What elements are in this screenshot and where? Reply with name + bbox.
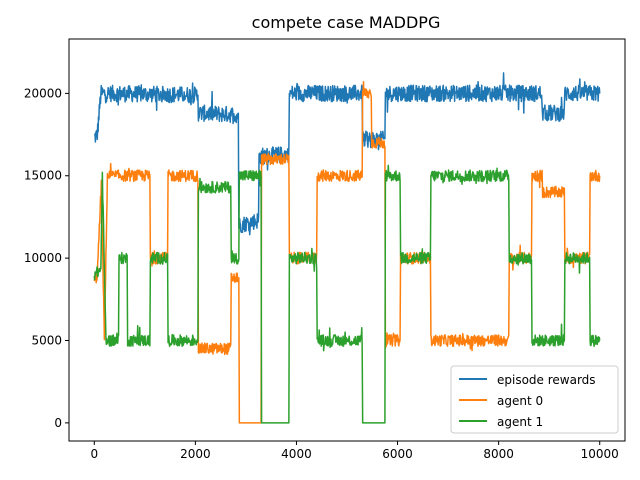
y-axis: 0 5000 10000 15000 20000 xyxy=(24,86,69,430)
plot-frame xyxy=(68,38,626,442)
series-line-agent-1 xyxy=(93,164,601,424)
x-tick-label: 10000 xyxy=(581,447,619,461)
legend-label-agent-1: agent 1 xyxy=(497,415,543,429)
x-tick-label: 4000 xyxy=(281,447,312,461)
x-tick-label: 6000 xyxy=(382,447,413,461)
legend-label-agent-0: agent 0 xyxy=(497,394,543,408)
chart-title: compete case MADDPG xyxy=(252,13,441,32)
y-tick-label: 15000 xyxy=(24,169,62,183)
legend-label-episode-rewards: episode rewards xyxy=(497,373,596,387)
y-tick-label: 0 xyxy=(54,416,62,430)
legend-box xyxy=(450,365,619,434)
x-tick-label: 0 xyxy=(90,447,98,461)
y-tick-label: 20000 xyxy=(24,86,62,100)
y-tick-label: 5000 xyxy=(31,334,62,348)
series-layer xyxy=(93,72,601,424)
x-tick-label: 2000 xyxy=(180,447,211,461)
x-axis: 0 2000 4000 6000 8000 10000 xyxy=(90,441,619,461)
legend: episode rewards agent 0 agent 1 xyxy=(450,365,619,434)
plot-area xyxy=(68,38,626,442)
series-line-episode-rewards xyxy=(93,72,601,236)
x-tick-label: 8000 xyxy=(483,447,514,461)
y-tick-label: 10000 xyxy=(24,251,62,265)
